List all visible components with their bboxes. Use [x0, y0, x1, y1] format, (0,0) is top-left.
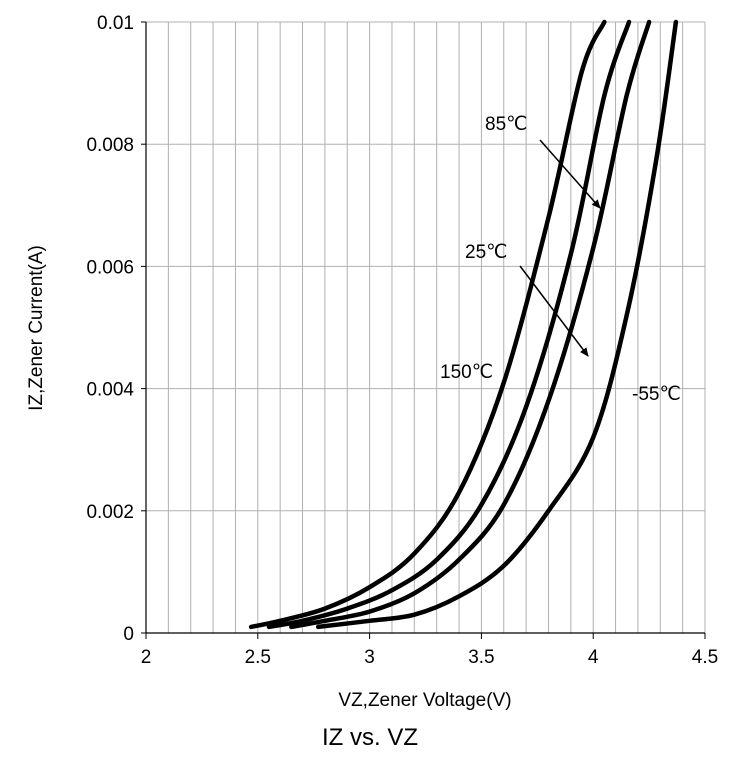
- y-tick-label: 0.008: [86, 135, 134, 156]
- x-tick-label: 2.5: [245, 647, 271, 668]
- label-85c: 85℃: [485, 114, 527, 135]
- x-tick-label: 2: [141, 647, 152, 668]
- zener-iv-chart: 0 0.002 0.004 0.006 0.008 0.01 2 2.5 3 3.5 4 4.5 85…: [26, 13, 718, 711]
- x-axis-title: VZ,Zener Voltage(V): [338, 690, 511, 711]
- series-line-150c: [248, 19, 607, 630]
- y-tick-label: 0: [123, 624, 134, 645]
- label-minus55c: -55℃: [632, 384, 681, 405]
- label-150c: 150℃: [440, 362, 493, 383]
- y-tick-label: 0.002: [86, 502, 134, 523]
- axes: 0 0.002 0.004 0.006 0.008 0.01 2 2.5 3 3.5 4 4.5: [86, 13, 718, 668]
- y-axis-title: IZ,Zener Current(A): [26, 245, 47, 411]
- y-tick-label: 0.004: [86, 380, 134, 401]
- series-layer: [248, 19, 679, 630]
- x-tick-label: 4: [588, 647, 599, 668]
- label-25c: 25℃: [465, 242, 507, 263]
- y-tick-label: 0.01: [97, 13, 134, 34]
- x-tick-label: 4.5: [692, 647, 718, 668]
- x-tick-label: 3: [364, 647, 375, 668]
- arrow-85c: [539, 139, 601, 209]
- y-tick-label: 0.006: [86, 257, 134, 278]
- arrow-25c: [519, 265, 589, 357]
- chart-title: IZ vs. VZ: [322, 724, 418, 751]
- series-line-minus55c: [315, 19, 679, 630]
- series-line-25c: [289, 19, 652, 630]
- series-line-85c: [266, 19, 632, 630]
- annotation-layer: 85℃ 25℃ 150℃ -55℃: [440, 114, 681, 405]
- x-tick-label: 3.5: [468, 647, 494, 668]
